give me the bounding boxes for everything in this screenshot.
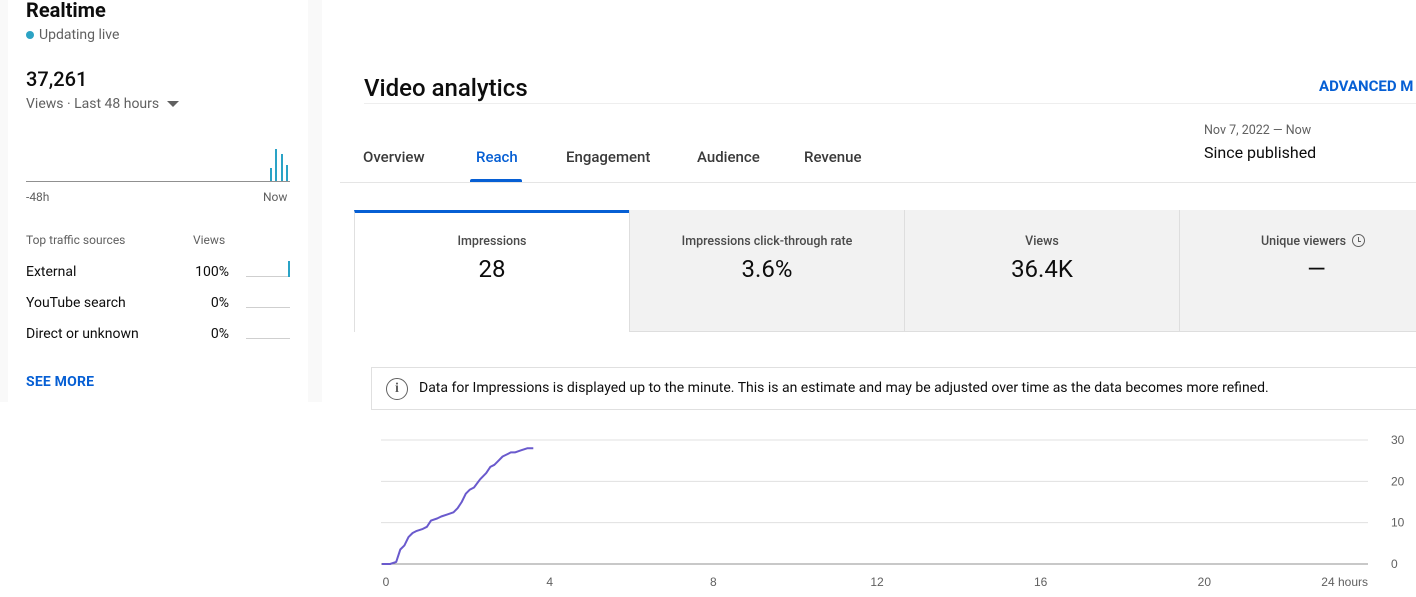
y-tick-label: 0	[1391, 557, 1398, 571]
metric-label: Views	[1025, 234, 1059, 249]
traffic-source-bar	[246, 261, 290, 277]
clock-icon	[1352, 234, 1366, 247]
tab-revenue[interactable]: Revenue	[804, 148, 862, 166]
y-tick-label: 30	[1391, 433, 1405, 447]
date-range-label[interactable]: Since published	[1204, 143, 1317, 162]
metric-label-row: Unique viewers	[1180, 234, 1416, 249]
traffic-source-name: YouTube search	[26, 295, 126, 311]
traffic-row: External 100%	[26, 261, 290, 284]
tabs-divider	[340, 182, 1416, 183]
tab-engagement[interactable]: Engagement	[566, 148, 651, 166]
metric-card-views[interactable]: Views 36.4K	[904, 210, 1179, 332]
live-dot-icon	[26, 31, 34, 39]
traffic-bar-fill	[288, 261, 290, 277]
sparkline-bar	[280, 153, 283, 181]
x-tick-label: 16	[1034, 575, 1048, 589]
metric-card-impressions[interactable]: Impressions 28	[354, 210, 629, 332]
traffic-bar-fill	[288, 338, 290, 339]
traffic-bar-fill	[288, 307, 290, 308]
metric-value: 3.6%	[741, 255, 793, 283]
sparkline-start-label: -48h	[26, 190, 50, 204]
x-tick-label: 12	[870, 575, 884, 589]
tab-audience[interactable]: Audience	[697, 148, 760, 166]
caret-down-icon	[167, 101, 180, 107]
metric-label: Unique viewers	[1260, 234, 1347, 249]
traffic-source-bar	[246, 338, 290, 339]
realtime-range-dropdown[interactable]: Views · Last 48 hours	[26, 96, 180, 112]
realtime-status: Updating live	[26, 27, 119, 43]
series-line	[381, 447, 534, 565]
x-tick-label: 4	[546, 575, 553, 589]
traffic-source-pct: 100%	[195, 264, 229, 280]
sparkline-bar	[269, 168, 272, 181]
traffic-source-pct: 0%	[210, 295, 229, 311]
date-range-text[interactable]: Nov 7, 2022 — Now	[1204, 123, 1312, 138]
title-divider	[364, 103, 1416, 104]
advanced-mode-button[interactable]: ADVANCED M	[1319, 77, 1414, 95]
info-notice: i Data for Impressions is displayed up t…	[371, 367, 1416, 410]
metric-card-unique-viewers[interactable]: Unique viewers —	[1179, 210, 1416, 332]
y-tick-label: 10	[1391, 516, 1405, 530]
realtime-sparkline	[26, 140, 290, 182]
x-tick-label: 24 hours	[1321, 575, 1368, 589]
traffic-source-bar	[246, 307, 290, 308]
realtime-range-label: Views · Last 48 hours	[26, 96, 160, 112]
traffic-source-pct: 0%	[210, 326, 229, 342]
metric-value: 28	[478, 255, 506, 283]
sparkline-axis	[26, 181, 290, 182]
active-tab-indicator	[470, 179, 522, 182]
tab-overview[interactable]: Overview	[363, 148, 425, 166]
realtime-view-count: 37,261	[26, 67, 88, 91]
traffic-sources-header: Top traffic sources	[26, 233, 126, 247]
traffic-source-name: Direct or unknown	[26, 326, 139, 342]
traffic-views-header: Views	[193, 233, 226, 247]
traffic-row: Direct or unknown 0%	[26, 326, 290, 346]
sparkline-bar	[286, 165, 289, 181]
realtime-panel: Realtime Updating live 37,261 Views · La…	[8, 0, 308, 402]
metric-cards: Impressions 28 Impressions click-through…	[354, 210, 1416, 332]
realtime-status-text: Updating live	[39, 27, 120, 43]
tab-reach[interactable]: Reach	[476, 148, 518, 166]
y-tick-label: 20	[1391, 474, 1405, 488]
see-more-link[interactable]: SEE MORE	[26, 374, 95, 390]
panel-separator	[308, 0, 322, 402]
sparkline-end-label: Now	[263, 190, 288, 204]
x-tick-label: 8	[710, 575, 717, 589]
metric-value: —	[1307, 255, 1326, 283]
metric-label: Impressions	[457, 234, 527, 249]
x-tick-label: 0	[383, 575, 390, 589]
metric-card-ctr[interactable]: Impressions click-through rate 3.6%	[629, 210, 904, 332]
x-tick-label: 20	[1198, 575, 1212, 589]
traffic-source-name: External	[26, 264, 77, 280]
sparkline-bar	[275, 149, 278, 181]
realtime-title: Realtime	[26, 0, 106, 22]
page-title: Video analytics	[364, 74, 528, 102]
notice-text: Data for Impressions is displayed up to …	[419, 380, 1269, 396]
info-icon: i	[386, 378, 408, 400]
metric-label: Impressions click-through rate	[681, 234, 853, 249]
metric-value: 36.4K	[1011, 255, 1073, 283]
left-gutter	[0, 0, 8, 402]
traffic-row: YouTube search 0%	[26, 295, 290, 315]
